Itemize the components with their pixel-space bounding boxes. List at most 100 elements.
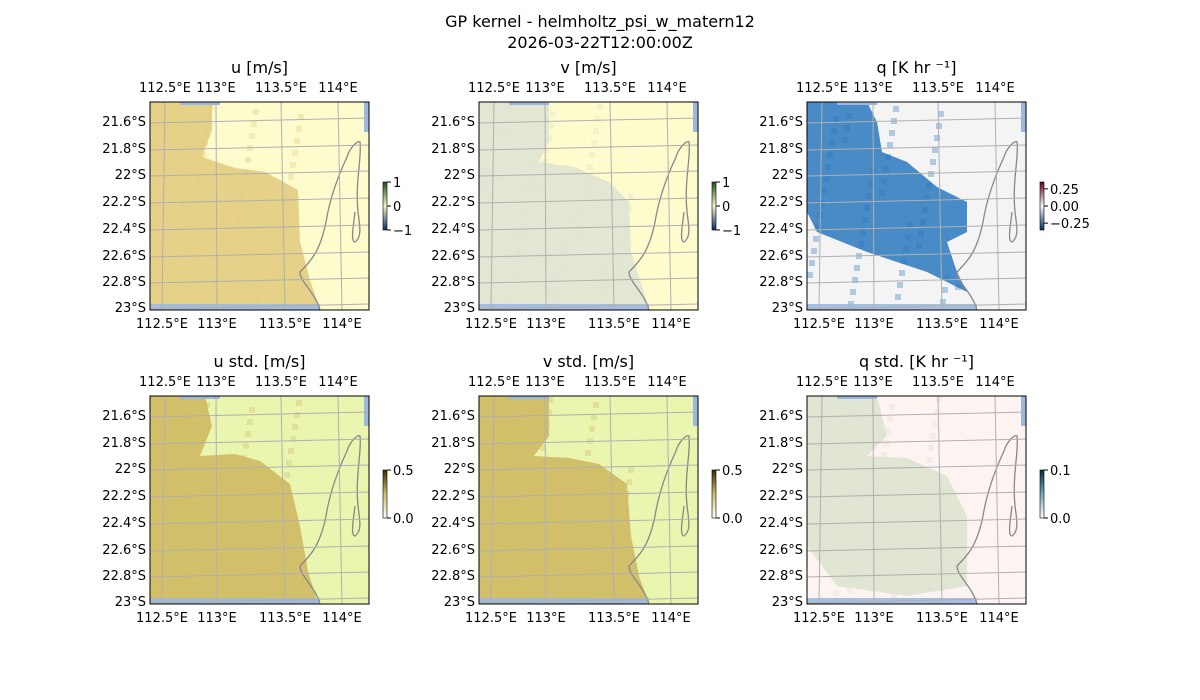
field-cell [599,292,605,298]
y-tick: 22°S [444,168,475,183]
field-cell [159,123,165,129]
field-cell [150,576,156,582]
field-cell [920,219,926,225]
field-cell [817,486,823,492]
field-cell [198,164,204,170]
field-cell [866,467,872,473]
axes-frame [149,101,370,311]
gridline-lat [150,277,369,284]
gridline-lon [994,396,1000,604]
colorbar: 1 0 −1 [711,176,741,239]
x-tick-top: 113°E [196,375,236,390]
field-cell [872,431,878,437]
x-tick-bottom: 113.5°E [259,317,311,332]
field-cell [540,171,546,177]
field-cell [204,128,210,134]
gridline-lat [479,224,698,231]
field-cell [568,477,574,483]
gridline-lat [807,303,1026,310]
field-cell [560,525,566,531]
field-cell [628,467,634,473]
x-tick-top: 113.5°E [584,375,636,390]
y-tick: 22.2°S [431,195,475,210]
y-tick: 22.6°S [431,249,475,264]
field-cell [887,142,893,148]
field-cell [169,537,175,543]
field-cell [515,246,521,252]
field-cell [891,592,897,598]
colorbar-tick-label: 0.0 [393,512,414,527]
field-cell [548,397,554,403]
field-cell [187,155,193,161]
gridline-lat [807,438,1026,445]
field-cell [202,414,208,420]
field-cell [864,479,870,485]
field-cell [825,164,831,170]
field-cell [486,419,492,425]
field-cell [251,121,257,127]
field-cell [165,287,171,293]
field-cell [620,515,626,521]
field-cell [595,590,601,596]
field-cell [940,299,946,305]
gridline-lon [161,102,166,310]
field-cell [243,443,249,449]
field-cell [860,503,866,509]
colorbar: 1 0 −1 [382,176,412,239]
field-cell [517,508,523,514]
field-cell [946,537,952,543]
y-tick: 22.8°S [431,275,475,290]
map-panel: q std. [K hr ⁻¹] 112.5°E 113°E 113.5°E 114°E… [759,352,1070,626]
field-cell [579,212,585,218]
x-tick-top: 114°E [318,81,358,96]
y-tick: 22.8°S [759,275,803,290]
field-cell [486,145,492,151]
field-cell [243,169,249,175]
field-cell [220,506,226,512]
field-cell [566,215,572,221]
colorbar-tick-label: 0.0 [722,512,743,527]
gridline-lat [807,491,1026,498]
field-cell [181,465,187,471]
field-cell [161,585,167,591]
field-cell [204,402,210,408]
field-cell [616,265,622,271]
field-cell [809,260,815,266]
field-cell [288,174,294,180]
colorbar: 0.5 0.0 [711,464,743,527]
gridline-lat [807,277,1026,284]
colorbar-tick-label: 0.00 [1050,200,1079,215]
field-cell [599,566,605,572]
field-cell [601,554,607,560]
field-cell [282,210,288,216]
field-cell [620,241,626,247]
field-cell [224,208,230,214]
gridline-lat [150,144,369,151]
field-cell [239,467,245,473]
field-cell [831,128,837,134]
field-cell [298,588,304,594]
field-cell [926,457,932,463]
field-cell [519,222,525,228]
map-panel: u std. [m/s] 112.5°E 113°E 113.5°E 114°E 112.… [102,352,413,626]
field-cell [605,530,611,536]
field-cell [175,501,181,507]
field-cell [940,573,946,579]
x-tick-top: 114°E [318,375,358,390]
x-tick-bottom: 113.5°E [259,611,311,626]
field-cell [278,508,284,514]
field-cell [235,491,241,497]
gridline-lat [150,224,369,231]
x-tick-bottom: 113.5°E [916,611,968,626]
field-cell [509,556,515,562]
x-tick-top: 112.5°E [796,375,848,390]
field-cell [889,130,895,136]
field-cell [169,263,175,269]
field-cell [292,424,298,430]
field-cell [284,198,290,204]
field-cell [288,448,294,454]
field-cell [932,421,938,427]
gridline-lat [807,545,1026,552]
